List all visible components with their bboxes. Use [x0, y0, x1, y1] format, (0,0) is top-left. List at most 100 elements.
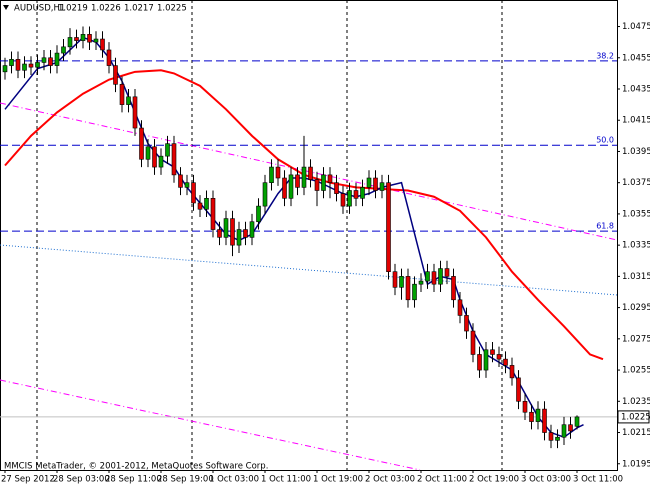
candle-body — [204, 198, 209, 210]
quote-value: 1.0217 — [124, 4, 154, 14]
candle-body — [483, 349, 489, 371]
x-tick-label: 28 Sep 11:00 — [105, 475, 162, 485]
candle-body — [256, 205, 261, 223]
y-tick-label: 1.0455 — [622, 53, 650, 63]
candle-body — [61, 46, 66, 54]
last-price-label: 1.0225 — [621, 412, 650, 422]
candle-body — [321, 174, 326, 191]
symbol: AUDUSD,H1 — [14, 4, 65, 14]
footer: MMCIS MetaTrader, © 2001-2012, MetaQuote… — [4, 462, 268, 472]
candle-body — [347, 190, 352, 207]
candle-body — [22, 63, 27, 71]
candle-body — [574, 416, 580, 427]
candle-body — [522, 400, 528, 413]
y-tick-label: 1.0475 — [622, 22, 650, 32]
candle-body — [2, 65, 8, 73]
candle-body — [392, 271, 398, 288]
candle-body — [217, 229, 222, 238]
x-tick-label: 1 Oct 03:00 — [209, 475, 259, 485]
y-tick-label: 1.0395 — [622, 147, 650, 157]
candle-body — [15, 59, 21, 71]
candle-body — [269, 166, 274, 183]
candle-body — [145, 146, 151, 160]
candle-body — [295, 174, 300, 188]
candle-body — [249, 221, 255, 238]
candle-body — [561, 424, 567, 438]
candle-body — [386, 182, 391, 272]
fib-label: 61.8 — [596, 222, 614, 231]
candle-body — [100, 38, 105, 51]
candle-body — [28, 63, 34, 68]
candle-body — [158, 155, 164, 168]
candle-body — [301, 166, 307, 188]
x-tick-label: 27 Sep 2012 — [1, 475, 55, 485]
candle-body — [197, 202, 203, 210]
candle-body — [327, 174, 333, 183]
y-tick-label: 1.0195 — [622, 459, 650, 469]
candle-body — [230, 218, 235, 246]
candle-body — [275, 166, 281, 179]
candle-body — [288, 174, 294, 199]
candle-body — [165, 143, 170, 157]
fib-label: 38.2 — [596, 51, 614, 60]
y-tick-label: 1.0215 — [622, 428, 650, 438]
plot-frame — [0, 0, 618, 471]
x-tick-label: 1 Oct 19:00 — [313, 475, 363, 485]
candle-body — [210, 198, 216, 230]
candle-body — [379, 182, 385, 191]
y-tick-label: 1.0295 — [622, 303, 650, 313]
fib-label: 50.0 — [596, 136, 614, 145]
candle-body — [178, 174, 183, 188]
candle-body — [314, 179, 320, 191]
trendline — [0, 244, 618, 296]
candle-body — [509, 365, 515, 379]
y-tick-label: 1.0275 — [622, 334, 650, 344]
candle-body — [568, 424, 573, 432]
candle-body — [535, 408, 541, 422]
candle-body — [41, 57, 47, 63]
x-tick-label: 28 Sep 03:00 — [53, 475, 110, 485]
candle-body — [503, 358, 508, 366]
candle-body — [236, 229, 242, 246]
candle-body — [444, 268, 450, 277]
y-tick-label: 1.0255 — [622, 366, 650, 376]
candle-body — [139, 127, 144, 160]
candle-body — [464, 315, 469, 332]
candle-body — [243, 229, 248, 238]
x-tick-label: 2 Oct 03:00 — [365, 475, 415, 485]
candle-body — [516, 377, 521, 402]
candle-body — [223, 218, 229, 238]
candle-body — [399, 276, 404, 288]
candle-body — [87, 34, 92, 43]
quote-value: 1.0219 — [58, 4, 88, 14]
candle-body — [405, 276, 411, 301]
x-tick-label: 1 Oct 11:00 — [261, 475, 311, 485]
candle-body — [67, 37, 73, 48]
candle-body — [262, 182, 268, 207]
candle-body — [340, 193, 346, 207]
y-tick-label: 1.0355 — [622, 209, 650, 219]
candle-body — [132, 96, 138, 129]
last-price-box — [617, 410, 650, 424]
y-tick-label: 1.0415 — [622, 116, 650, 126]
candle-body — [191, 182, 196, 204]
candle-body — [80, 34, 86, 41]
candle-body — [366, 177, 372, 188]
candle-body — [457, 299, 463, 316]
y-tick-label: 1.0335 — [622, 241, 650, 251]
candle-body — [451, 276, 456, 301]
candle-body — [360, 187, 365, 199]
x-tick-label: 28 Sep 19:00 — [157, 475, 214, 485]
candle-body — [477, 354, 482, 371]
symbol-icon — [3, 5, 9, 10]
candle-body — [48, 57, 53, 66]
candle-body — [496, 354, 502, 360]
candle-body — [93, 38, 99, 43]
candle-body — [542, 408, 547, 433]
candle-body — [529, 411, 534, 422]
y-tick-label: 1.0315 — [622, 272, 650, 282]
candle-body — [184, 182, 190, 188]
candle-body — [126, 96, 131, 105]
candle-body — [555, 436, 560, 441]
